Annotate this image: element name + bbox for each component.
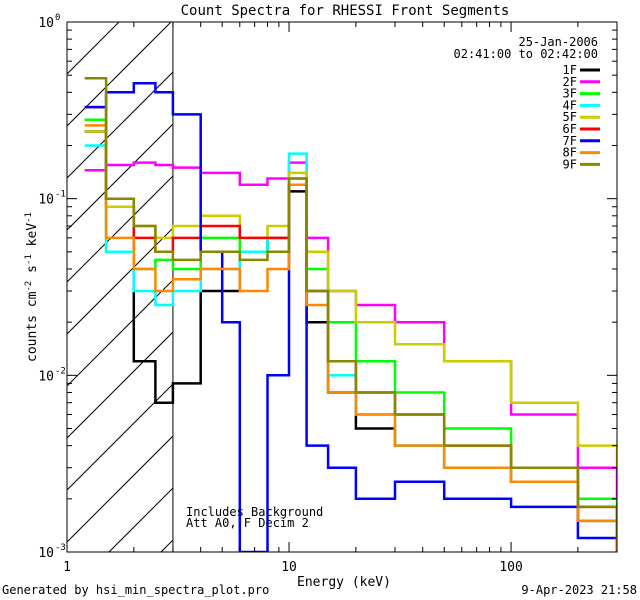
shaded-region — [67, 22, 617, 552]
y-tick-label-0.01: 10 -2 — [38, 366, 66, 384]
legend-label-6F: 6F — [563, 122, 577, 136]
y-axis-label-sup1: -2 — [24, 281, 34, 292]
y-tick-base: 10 — [38, 193, 54, 208]
y-axis-label-end: keV — [25, 223, 40, 254]
y-axis-label-sup3: -1 — [24, 212, 34, 223]
legend-label-9F: 9F — [563, 157, 577, 171]
series-line-7F — [84, 82, 617, 552]
legend-label-7F: 7F — [563, 134, 577, 148]
y-tick-label-0.1: 10 -1 — [38, 190, 66, 208]
chart-title: Count Spectra for RHESSI Front Segments — [181, 3, 510, 19]
legend-label-4F: 4F — [563, 98, 577, 112]
y-tick-exp: 0 — [55, 13, 60, 23]
y-axis-label-mid: s — [25, 265, 40, 281]
y-tick-base: 10 — [38, 16, 54, 31]
legend-label-2F: 2F — [563, 75, 577, 89]
hatch-line — [67, 22, 120, 75]
x-tick-label-100: 100 — [499, 560, 522, 575]
hatch-line — [67, 22, 172, 127]
x-axis-label: Energy (keV) — [297, 575, 391, 590]
series-lines — [84, 77, 617, 552]
annotation-attenuator: Att A0, F Decim 2 — [186, 516, 309, 530]
legend-label-5F: 5F — [563, 110, 577, 124]
x-tick-label-10: 10 — [281, 560, 297, 575]
time-range-label: 02:41:00 to 02:42:00 — [454, 47, 599, 61]
x-tick-label-1: 1 — [63, 560, 71, 575]
y-tick-base: 10 — [38, 546, 54, 561]
date-label: 25-Jan-2006 — [519, 35, 598, 49]
y-tick-label-1: 10 0 — [38, 13, 60, 31]
plot-frame — [66, 21, 618, 553]
series-line-9F — [84, 77, 617, 538]
legend-label-1F: 1F — [563, 63, 577, 77]
y-tick-exp: -2 — [55, 366, 66, 376]
hatch-line — [67, 22, 224, 179]
y-axis-label: counts cm-2 s-1 keV-1 — [24, 212, 40, 362]
footer-timestamp: 9-Apr-2023 21:58 — [521, 583, 637, 597]
y-axis-label-main: counts cm — [25, 291, 40, 362]
y-tick-label-0.001: 10 -3 — [38, 543, 66, 561]
footer-generated-by: Generated by hsi_min_spectra_plot.pro — [2, 583, 269, 597]
legend-label-3F: 3F — [563, 87, 577, 101]
legend-label-8F: 8F — [563, 146, 577, 160]
annotation-background: Includes Background — [186, 505, 323, 519]
axes — [66, 22, 618, 553]
hatch-mask — [172, 22, 617, 552]
y-tick-base: 10 — [38, 369, 54, 384]
y-tick-exp: -1 — [55, 190, 66, 200]
y-axis-label-sup2: -1 — [24, 254, 34, 265]
y-tick-exp: -3 — [55, 543, 66, 553]
